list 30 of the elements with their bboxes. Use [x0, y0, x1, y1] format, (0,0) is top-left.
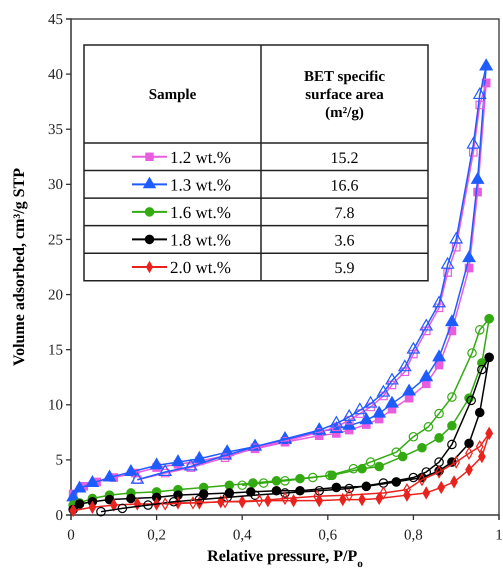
legend-label: 1.8 wt.% — [170, 230, 231, 250]
annotation: 5.9 — [334, 260, 354, 277]
y-axis-title: Volume adsorbed, cm³/g STP — [11, 168, 28, 366]
annotation: 7.8 — [334, 204, 354, 222]
y-tick-label: 45 — [48, 12, 63, 28]
y-tick-label: 40 — [48, 66, 63, 83]
legend-label: 1.6 wt.% — [170, 202, 231, 222]
annotation: 15.2 — [330, 150, 358, 167]
y-tick-label: 20 — [48, 287, 63, 304]
legend-label: 2.0 wt.% — [170, 258, 231, 277]
y-tick-label: 35 — [48, 122, 63, 138]
y-tick-label: 5 — [56, 452, 63, 469]
legend-label: 1.3 wt.% — [170, 175, 231, 194]
x-tick-label: 0,4 — [232, 528, 252, 544]
x-tick-label: 0,2 — [147, 528, 166, 544]
x-tick-label: 0 — [67, 528, 75, 544]
legend-label: 1.2 wt.% — [170, 148, 231, 167]
y-tick-label: 15 — [48, 342, 63, 358]
annotation: 16.6 — [330, 177, 358, 194]
annotation: BET specific surface area (m²/g) — [304, 69, 386, 121]
x-tick-label: 1 — [495, 528, 503, 544]
x-tick-label: 0,6 — [318, 528, 338, 544]
legend-title: Sample — [148, 87, 197, 103]
x-tick-label: 0,8 — [404, 528, 423, 544]
y-tick-label: 0 — [56, 508, 63, 524]
annotation: 3.6 — [334, 232, 354, 250]
y-tick-label: 30 — [48, 177, 63, 194]
y-tick-label: 10 — [48, 398, 63, 414]
x-axis-title: Relative pressure, P/P$_{o}$ — [207, 548, 364, 569]
y-tick-label: 25 — [48, 232, 63, 248]
